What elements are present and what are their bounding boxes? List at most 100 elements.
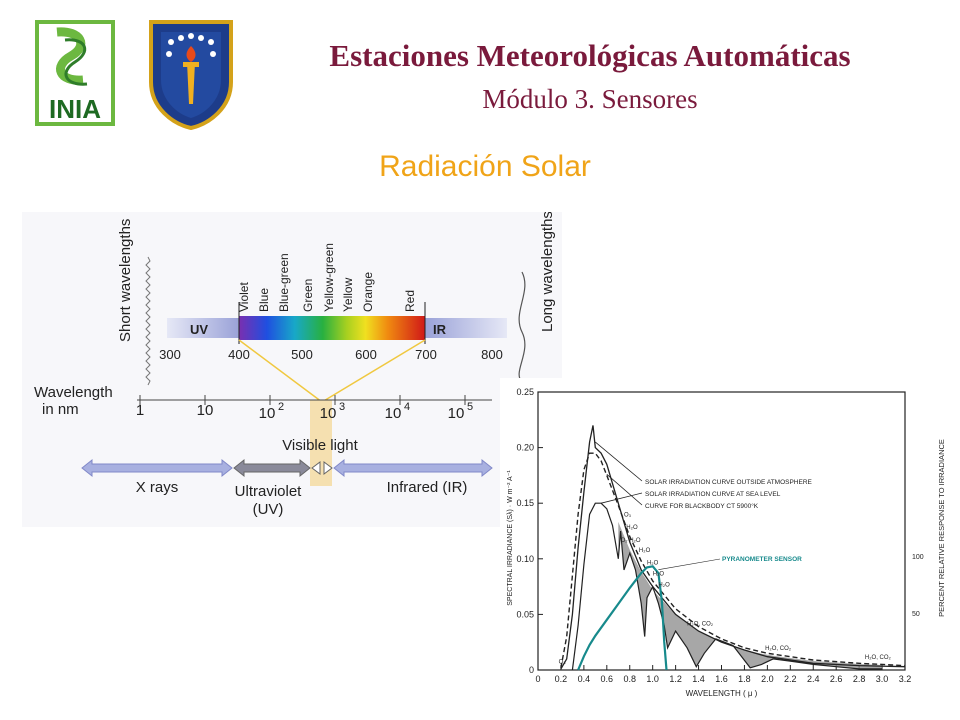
short-wave-squiggle [145,256,151,386]
wavelength-unit-label: in nm [42,401,79,418]
nm-tick-500: 500 [291,347,313,362]
series-sea-level-line [571,502,883,671]
visible-spectrum-bar [239,316,425,340]
page-title: Estaciones Meteorológicas Automáticas [329,38,851,73]
legend-label: SOLAR IRRADIATION CURVE OUTSIDE ATMOSPHE… [645,479,813,486]
absorption-label: O₃ [559,659,567,665]
color-name-green: Green [301,279,315,312]
x-tick-label: 1.6 [715,674,728,684]
absorption-label: H₂O [626,525,638,531]
legend-leader-line [595,441,643,482]
log-tick-10-5: 10 [448,405,465,422]
y2-axis-label: PERCENT RELATIVE RESPONSE TO IRRADIANCE [937,439,946,617]
ir-bar-label: IR [433,322,447,337]
y-tick-label: 0.20 [516,443,534,453]
x-tick-label: 3.0 [876,674,889,684]
log-exp-3: 3 [339,401,345,413]
electromagnetic-spectrum-diagram: Short wavelengths Long wavelengths UV IR… [22,212,562,527]
absorption-label: H₂O [647,560,659,566]
nm-tick-400: 400 [228,347,250,362]
log-tick-labels: 1 10 10 10 10 10 [136,402,465,422]
color-name-red: Red [403,290,417,312]
color-names: Violet Blue Blue-green Green Yellow-gree… [237,243,417,312]
series-blackbody-line [560,452,906,668]
section-title: Radiación Solar [379,150,591,183]
log-tick-10-2: 10 [259,405,276,422]
absorption-label: O₃ [624,513,632,519]
infrared-label: Infrared (IR) [387,479,468,496]
log-exp-4: 4 [404,401,410,413]
y2-tick-label: 50 [912,611,920,618]
nm-tick-700: 700 [415,347,437,362]
x-tick-label: 0.8 [623,674,636,684]
log-tick-10-3: 10 [320,405,337,422]
absorption-label: H₂O, CO₂ [765,646,792,652]
x-tick-label: 1.8 [738,674,751,684]
color-name-blue: Blue [257,288,271,312]
absorption-label: H₂O, CO₂ [865,655,892,661]
x-tick-label: 0.2 [555,674,568,684]
y-tick-label: 0.10 [516,554,534,564]
x-axis-label: WAVELENGTH ( μ ) [686,689,758,698]
legend-label: CURVE FOR BLACKBODY CT 5900°K [645,502,759,510]
y2-tick-label: 100 [912,554,924,561]
absorption-shading [618,521,883,669]
ir-bar [425,318,507,338]
color-name-yellow-green: Yellow-green [322,243,336,312]
x-tick-label: 0.6 [601,674,614,684]
log-tick-10: 10 [197,402,214,419]
absorption-label: H₂O [658,583,670,589]
page-subtitle: Módulo 3. Sensores [482,84,698,114]
sensor-label: PYRANOMETER SENSOR [722,556,802,563]
log-tick-1: 1 [136,402,144,419]
visible-light-label: Visible light [282,437,358,454]
color-name-blue-green: Blue-green [277,253,291,312]
nm-tick-labels: 300 400 500 600 700 800 [159,347,503,362]
udec-crest-logo [149,20,233,130]
nm-tick-300: 300 [159,347,181,362]
short-wavelengths-label: Short wavelengths [117,219,134,342]
uv-bar [167,318,239,338]
log-exp-5: 5 [467,401,473,413]
y-tick-label: 0.15 [516,498,534,508]
color-name-yellow: Yellow [341,277,355,312]
absorption-label: H₂O [639,548,651,554]
log-tick-exponents: 2 3 4 5 [278,401,473,413]
absorption-label: O₂ H₂O [621,538,641,544]
absorption-label: H₂O, CO₂ [687,622,714,628]
wavelength-label: Wavelength [34,384,113,401]
y-tick-label: 0.25 [516,387,534,397]
uv-bar-label: UV [190,322,208,337]
series-pyranometer-line [577,565,668,671]
y-axis-label: SPECTRAL IRRADIANCE (Sλ) · W m⁻² A⁻¹ [507,470,514,606]
x-tick-label: 2.2 [784,674,797,684]
x-tick-label: 3.2 [899,674,912,684]
series-outside-atmosphere-line [560,425,906,670]
x-tick-label: 0 [535,674,540,684]
legend-label: SOLAR IRRADIATION CURVE AT SEA LEVEL [645,491,781,498]
sensor-leader-line [658,558,721,570]
uv-arrow [233,458,311,478]
ir-arrow [333,458,493,478]
x-tick-label: 1.2 [669,674,682,684]
x-tick-label: 2.4 [807,674,820,684]
ultraviolet-label: Ultraviolet [235,483,303,500]
nm-tick-600: 600 [355,347,377,362]
x-tick-label: 1.4 [692,674,705,684]
absorption-label: H₂O [653,571,665,577]
color-name-orange: Orange [361,272,375,312]
log-exp-2: 2 [278,401,284,413]
inia-logo: INIA [35,20,115,126]
legend-leader-line [600,492,643,504]
ultraviolet-abbr-label: (UV) [253,501,284,518]
nm-tick-800: 800 [481,347,503,362]
spectral-irradiance-chart: 0 0.2 0.4 0.6 0.8 1.0 1.2 1.4 1.6 1.8 2.0 2.2 2.4 2.6… [500,378,960,720]
x-tick-label: 1.0 [646,674,659,684]
visible-arrow [311,461,333,475]
xray-label: X rays [136,479,179,496]
y-tick-label: 0 [529,665,534,675]
log-tick-10-4: 10 [385,405,402,422]
xray-arrow [81,458,233,478]
long-wave-curve [518,271,526,383]
legend-leader-line [606,473,643,506]
